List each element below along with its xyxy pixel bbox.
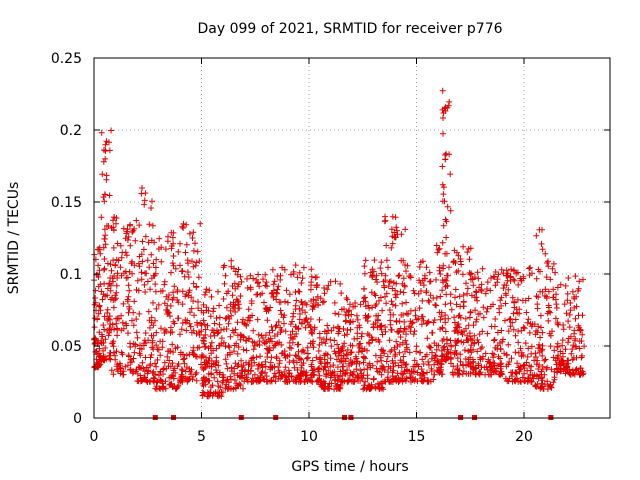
plot-frame	[93, 57, 611, 419]
data-point-markers	[91, 87, 588, 400]
y-tick-label: 0.2	[60, 123, 82, 139]
y-axis: 0 0.05 0.1 0.15 0.2 0.25	[51, 51, 610, 427]
x-tick-label: 15	[408, 429, 426, 445]
chart-title: Day 099 of 2021, SRMTID for receiver p77…	[197, 21, 502, 37]
y-tick-label: 0.15	[51, 195, 82, 211]
x-tick-label: 0	[90, 429, 99, 445]
y-tick-label: 0	[73, 411, 82, 427]
x-axis: 0 5 10 15 20	[90, 58, 533, 445]
x-tick-label: 10	[300, 429, 318, 445]
x-tick-label: 20	[515, 429, 533, 445]
y-tick-label: 0.25	[51, 51, 82, 67]
data-points	[91, 87, 588, 400]
x-tick-label: 5	[197, 429, 206, 445]
y-axis-label: SRMTID / TECUs	[6, 182, 22, 295]
y-tick-label: 0.05	[51, 339, 82, 355]
y-tick-label: 0.1	[60, 267, 82, 283]
x-axis-label: GPS time / hours	[291, 459, 408, 475]
